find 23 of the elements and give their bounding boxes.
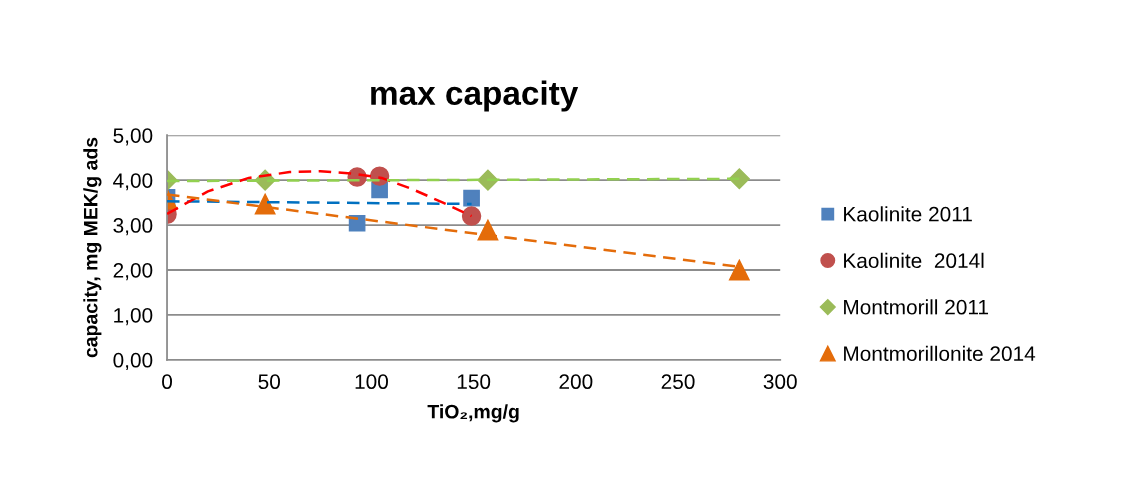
x-tick-label: 250 (661, 374, 695, 390)
y-tick-label: 2,00 (113, 263, 153, 281)
y-tick-label: 0,00 (113, 352, 153, 371)
legend-label: Montmorill 2011 (844, 299, 989, 315)
x-tick-label: 50 (258, 374, 280, 390)
legend-label: Montmorillonite 2014 (844, 345, 1036, 362)
legend-label: Kaolinite 2011 (844, 206, 972, 222)
y-tick-label: 3,00 (113, 218, 153, 236)
x-tick-label: 0 (162, 374, 173, 390)
y-tick-label: 4,00 (113, 173, 153, 191)
y-tick-label: 1,00 (114, 307, 153, 326)
x-tick-label: 300 (763, 374, 797, 390)
x-tick-label: 150 (457, 374, 491, 390)
y-tick-label: 5,00 (113, 128, 153, 146)
x-tick-label: 100 (355, 374, 388, 390)
point (728, 259, 750, 281)
x-axis-title: TiO₂,mg/g (427, 404, 519, 423)
y-axis-title: capacity, mg MEK/g ads (83, 137, 102, 358)
chart-title: max capacity (371, 80, 579, 112)
legend-label: Kaolinite 2014l (844, 252, 984, 269)
point (461, 206, 482, 226)
point (463, 189, 480, 207)
x-tick-label: 200 (559, 374, 593, 390)
